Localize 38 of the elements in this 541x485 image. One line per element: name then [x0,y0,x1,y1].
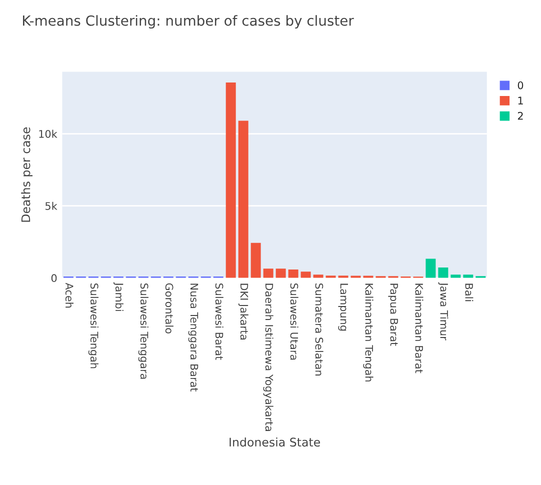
x-tick-label: Nusa Tenggara Barat [188,284,198,392]
x-tick-label: Sulawesi Tenggara [138,283,148,379]
bar [238,120,248,278]
bar [463,274,474,278]
x-tick-label: Sumatera Selatan [315,283,324,376]
legend-label: 2 [518,112,523,120]
bar [438,268,448,278]
bar [300,272,311,278]
bar [288,270,298,278]
y-tick-label: 0 [51,274,57,282]
x-tick-label: Sulawesi Barat [215,283,224,360]
x-tick-label: Jawa Timur [438,282,448,340]
bar [250,242,261,278]
bar [426,258,436,278]
x-tick-label: Sulawesi Tengah [88,283,98,368]
x-tick-label: Daerah Istimewa Yogyakarta [263,284,274,431]
x-tick-label: Gorontalo [165,283,174,334]
x-tick-label: Bali [465,284,474,302]
x-tick-label: Kalimantan Tengah [363,284,374,382]
y-tick-label: 10k [39,130,58,138]
x-tick-label: Sulawesi Utara [290,283,298,360]
x-axis-title: Indonesia State [230,437,320,447]
bar [263,268,274,278]
x-tick-label: Papua Barat [388,284,398,346]
y-axis-title: Deaths per case [21,127,33,222]
x-tick-label: Lampung [338,284,348,331]
bar [276,268,286,278]
bar [313,274,324,278]
chart-title: K-means Clustering: number of cases by cluster [23,15,354,29]
bar [450,274,461,278]
x-tick-label: DKI Jakarta [238,284,248,340]
x-tick-label: Aceh [65,282,74,308]
x-tick-label: Kalimantan Barat [415,284,424,374]
legend-label: 1 [518,96,523,104]
y-tick-label: 5k [46,202,58,210]
x-tick-label: Jambi [113,282,124,311]
bar [226,82,236,278]
legend-label: 0 [518,81,524,90]
